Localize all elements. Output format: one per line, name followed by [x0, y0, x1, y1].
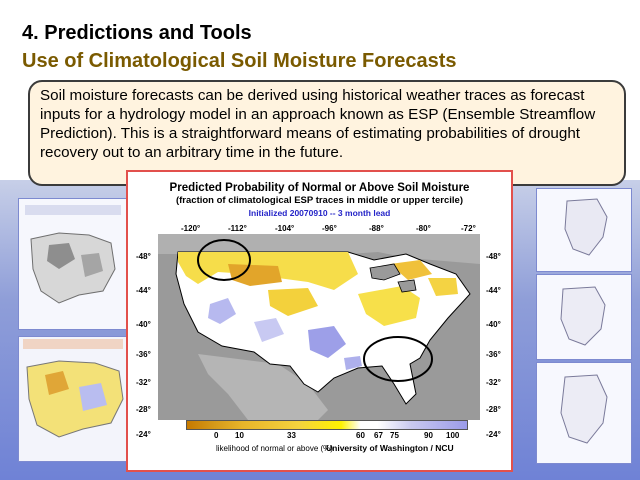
colorbar-label: 75 [390, 431, 399, 440]
latitude-tick-right: -48° [486, 252, 501, 261]
thumbnail-probability-map [18, 336, 128, 462]
colorbar-label: 33 [287, 431, 296, 440]
longitude-tick: -120° [181, 224, 201, 233]
thumbnail-east-map-1 [536, 188, 632, 272]
latitude-tick-left: -28° [136, 405, 151, 414]
longitude-tick: -96° [322, 224, 337, 233]
us-soil-moisture-map [158, 234, 480, 420]
latitude-tick-right: -40° [486, 320, 501, 329]
colorbar-label: 60 [356, 431, 365, 440]
colorbar-label: 10 [235, 431, 244, 440]
colorbar-caption: likelihood of normal or above (%) [216, 444, 333, 453]
slide-title: 4. Predictions and Tools [22, 22, 252, 44]
slide-subtitle: Use of Climatological Soil Moisture Fore… [22, 50, 457, 72]
longitude-tick: -88° [369, 224, 384, 233]
longitude-tick: -72° [461, 224, 476, 233]
latitude-tick-left: -40° [136, 320, 151, 329]
colorbar-label: 90 [424, 431, 433, 440]
latitude-tick-right: -44° [486, 286, 501, 295]
soil-moisture-map-panel: Predicted Probability of Normal or Above… [126, 170, 513, 472]
colorbar-label: 100 [446, 431, 460, 440]
latitude-tick-right: -28° [486, 405, 501, 414]
thumbnail-drought-map [18, 198, 128, 330]
map-initialized-label: Initialized 20070910 -- 3 month lead [248, 208, 391, 218]
latitude-tick-right: -36° [486, 350, 501, 359]
thumbnail-east-map-3 [536, 362, 632, 464]
latitude-tick-left: -44° [136, 286, 151, 295]
latitude-tick-left: -24° [136, 430, 151, 439]
latitude-tick-right: -24° [486, 430, 501, 439]
latitude-tick-right: -32° [486, 378, 501, 387]
colorbar [186, 420, 468, 430]
map-subtitle: (fraction of climatological ESP traces i… [175, 195, 463, 206]
colorbar-label: 0 [214, 431, 219, 440]
map-title: Predicted Probability of Normal or Above… [169, 182, 470, 194]
latitude-tick-left: -32° [136, 378, 151, 387]
latitude-tick-left: -36° [136, 350, 151, 359]
colorbar-label: 67 [374, 431, 383, 440]
thumbnail-east-map-2 [536, 274, 632, 360]
longitude-tick: -80° [416, 224, 431, 233]
longitude-tick: -112° [228, 224, 247, 233]
colorbar-credit: University of Washington / NCU [326, 443, 454, 453]
latitude-tick-left: -48° [136, 252, 151, 261]
longitude-tick: -104° [275, 224, 295, 233]
